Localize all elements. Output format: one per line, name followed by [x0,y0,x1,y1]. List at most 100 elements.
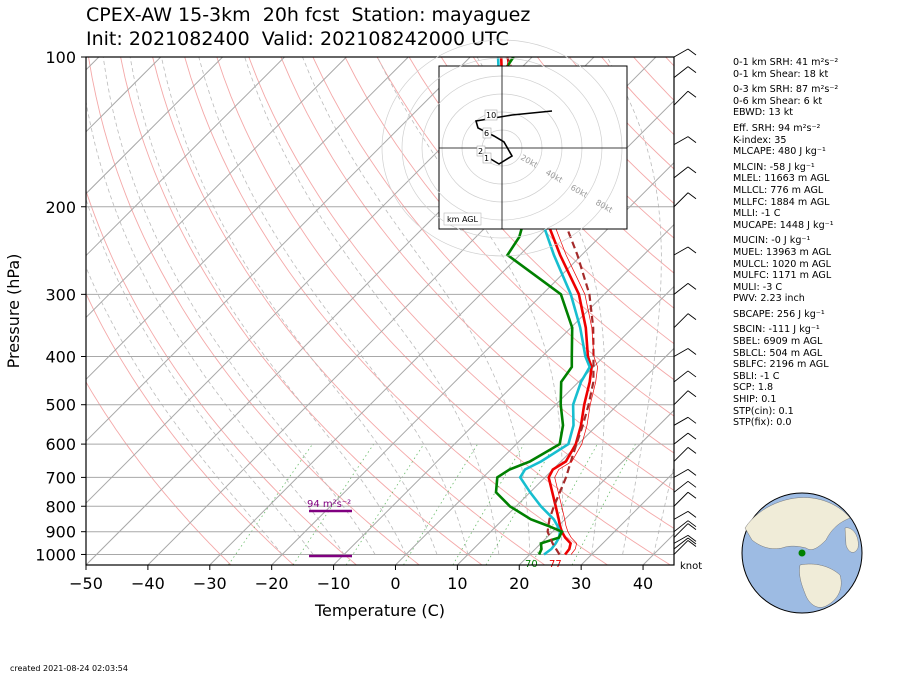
wind-barb-flag [687,520,697,528]
isotherm [518,409,674,565]
wind-barb [673,313,689,328]
wind-barb-flag [687,480,697,488]
stat-line: MLLI: -1 C [733,208,781,220]
dry-adiabat [152,57,545,565]
dry-adiabat [408,57,674,345]
wind-barb-flag [687,432,697,440]
moist-adiabat [102,57,376,555]
profile-line [506,57,595,556]
stat-line: PWV: 2.23 inch [733,293,805,305]
chart-title: CPEX-AW 15-3km 20h fcst Station: mayague… [86,4,531,26]
isotherm [580,471,674,565]
stat-line: 0-1 km SRH: 41 m²s⁻² [733,57,839,68]
stat-line: MULI: -3 C [733,281,783,293]
moist-adiabat [606,57,662,555]
wind-barb [673,246,689,256]
y-axis-label: Pressure (hPa) [4,254,23,369]
stat-line: SBLCL: 504 m AGL [733,347,823,359]
wind-barb [673,447,689,462]
wind-barb-flag [687,469,697,476]
footer-timestamp: created 2021-08-24 02:03:54 [10,664,128,673]
wind-barb [673,370,689,383]
wind-barb-flag [687,510,697,518]
dry-adiabat [86,381,232,565]
moist-adiabat [86,266,283,555]
height-label: 6 [484,129,489,138]
wind-barb [673,537,689,550]
y-tick-label: 500 [45,396,76,415]
height-label: 1 [484,154,489,163]
stat-line: MUEL: 13963 m AGL [733,246,832,258]
hodograph-legend [443,212,482,226]
x-tick-label: −30 [193,574,227,593]
isotherm [86,57,162,133]
mixing-ratio-line [571,443,636,565]
stat-line: Eff. SRH: 94 m²s⁻² [733,122,821,134]
wind-barb-flag [687,537,697,545]
y-tick-label: 800 [45,497,76,516]
moist-adiabat [476,57,606,555]
station-marker [798,549,806,557]
dry-adiabat [86,189,357,565]
moist-adiabat [302,57,531,555]
globe-africa-edge [844,527,859,553]
wind-barb [673,520,689,533]
stat-line: SBLI: -1 C [733,370,780,382]
wind-barb [673,491,689,507]
stat-line: MLLCL: 776 m AGL [733,184,824,196]
x-tick-label: 40 [633,574,653,593]
dry-adiabat [280,57,674,491]
moist-adiabat [244,57,500,555]
wind-barb [673,48,689,58]
wind-barb-flag [687,348,697,355]
stat-line: STP(fix): 0.0 [733,417,792,429]
wind-barb-flag [687,540,697,547]
wind-barb-flag [687,390,697,398]
mixing-ratio-line [530,443,598,565]
wind-barb [673,136,689,145]
wind-barb-flag [687,535,697,542]
barb-units-label: knot [680,561,702,572]
wind-barb-flag [687,192,697,200]
x-axis-label: Temperature (C) [314,601,445,620]
stat-line: SHIP: 0.1 [733,394,777,406]
stat-line: STP(cin): 0.1 [733,405,794,417]
isotherm [209,100,674,565]
wind-barb-flag [687,90,697,98]
wind-barb-flag [687,447,697,454]
moist-adiabat [377,57,563,555]
stat-line: 0-3 km SRH: 87 m²s⁻² [733,84,839,96]
x-tick-label: −50 [69,574,103,593]
x-tick-label: 30 [571,574,591,593]
isotherm [86,57,409,381]
isotherm [86,57,223,195]
wind-barb [673,348,689,357]
mixing-ratio-line [485,443,556,565]
wind-barb [673,523,689,538]
mixing-ratio-line [228,443,313,565]
dry-adiabat [858,57,906,565]
height-marker [482,152,492,164]
height-label: 2 [478,147,483,156]
y-tick-label: 100 [45,48,76,67]
stat-line: MULFC: 1171 m AGL [733,270,832,282]
wind-barb-flag [687,166,697,174]
isotherm [457,347,674,565]
moist-adiabat [86,99,345,555]
wind-barb-flag [687,523,697,530]
moist-adiabat [129,57,407,555]
wind-barb-flag [687,370,697,378]
wind-barb [673,192,689,208]
hodograph-frame [438,65,628,230]
wind-barb [673,510,689,520]
hodograph-units-label: km AGL [447,215,479,224]
stat-line: SBEL: 6909 m AGL [733,336,823,348]
dry-adiabat [376,57,674,381]
stats-panel: 0-1 km SRH: 41 m²s⁻² 0-1 km Shear: 18 kt 0… [733,57,838,429]
wind-barb [673,432,689,445]
wind-barb-flag [687,246,697,254]
dry-adiabat [344,57,674,417]
wind-barb [673,282,689,295]
dry-adiabat [472,57,674,274]
